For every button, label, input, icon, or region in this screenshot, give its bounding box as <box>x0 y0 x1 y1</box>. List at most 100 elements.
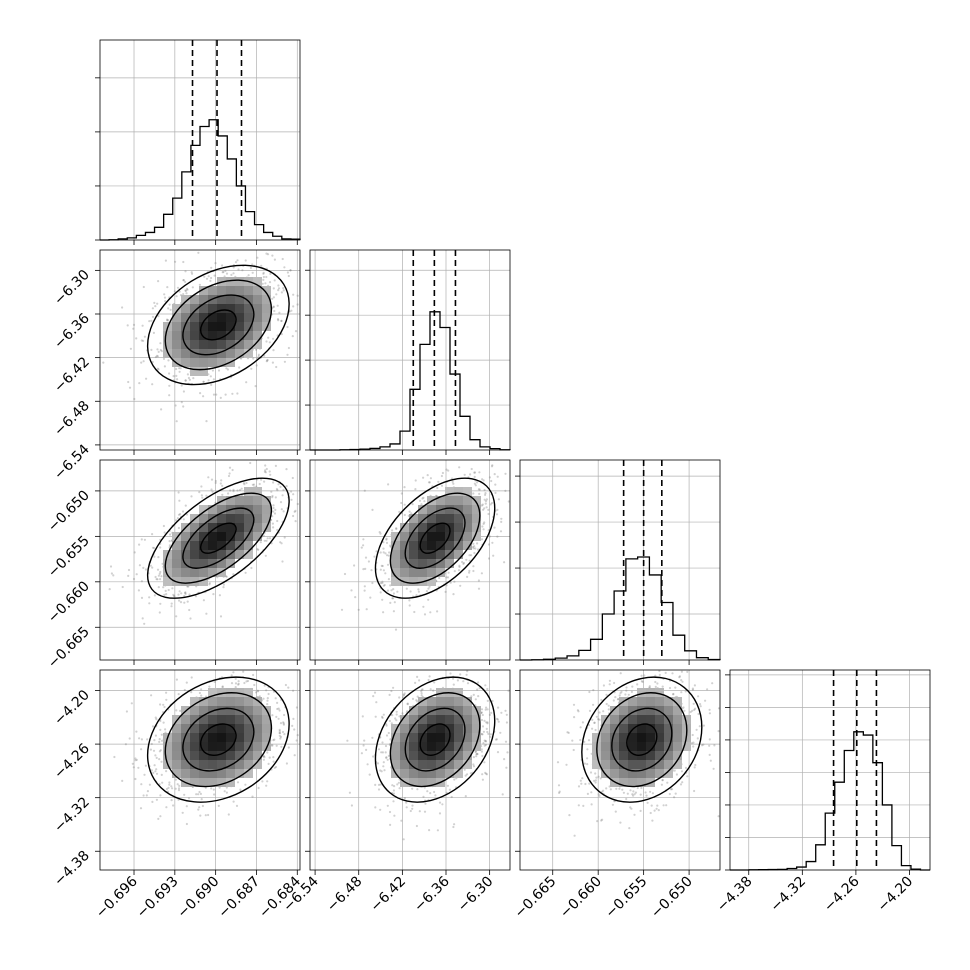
sample-point <box>625 686 628 689</box>
sample-point <box>594 781 597 784</box>
sample-point <box>200 485 203 488</box>
sample-point <box>656 804 659 807</box>
sample-point <box>651 792 655 795</box>
sample-point <box>485 773 488 776</box>
sample-point <box>168 540 171 543</box>
sample-point <box>150 694 153 697</box>
sample-point <box>481 754 484 758</box>
sample-point <box>176 517 179 520</box>
sample-point <box>155 798 158 801</box>
sample-point <box>484 708 487 711</box>
sample-point <box>429 477 432 480</box>
sample-point <box>379 568 382 571</box>
sample-point <box>183 793 186 796</box>
density-cell <box>208 688 217 697</box>
sample-point <box>167 359 170 362</box>
sample-point <box>154 575 157 579</box>
density-cell <box>199 286 208 295</box>
sample-point <box>598 794 601 798</box>
sample-point <box>221 493 224 496</box>
density-cell <box>601 760 610 769</box>
sample-point <box>168 303 171 306</box>
sample-point <box>290 309 293 312</box>
sample-point <box>150 319 153 322</box>
sample-point <box>622 791 626 794</box>
sample-point <box>346 739 349 742</box>
sample-point <box>390 689 393 693</box>
sample-point <box>140 361 143 364</box>
sample-point <box>496 535 499 538</box>
sample-point <box>204 786 207 789</box>
sample-point <box>184 504 187 507</box>
sample-point <box>490 479 493 483</box>
sample-point <box>163 293 166 296</box>
density-cell <box>226 295 235 304</box>
x-tick-label: −4.26 <box>821 873 863 915</box>
sample-point <box>182 279 185 282</box>
sample-point <box>452 825 455 829</box>
density-cell <box>253 733 262 742</box>
density-cell <box>400 751 409 760</box>
sample-point <box>208 582 211 585</box>
sample-point <box>244 259 247 262</box>
sample-point <box>350 804 353 807</box>
density-cell <box>628 751 637 760</box>
sample-point <box>422 795 425 798</box>
sample-point <box>597 793 600 796</box>
density-cell <box>592 751 601 760</box>
density-cell <box>436 688 445 697</box>
sample-point <box>424 802 427 805</box>
sample-point <box>272 305 275 308</box>
sample-point <box>436 610 439 613</box>
sample-point <box>476 548 480 551</box>
density-cell <box>226 304 235 313</box>
sample-point <box>200 494 203 497</box>
sample-point <box>485 727 488 731</box>
sample-point <box>454 786 458 789</box>
sample-point <box>212 593 215 596</box>
sample-point <box>277 707 280 710</box>
density-cell <box>628 724 637 733</box>
density-cell <box>391 559 400 568</box>
sample-point <box>486 687 489 691</box>
density-cell <box>409 568 418 577</box>
sample-point <box>482 742 485 745</box>
density-cell <box>190 559 199 568</box>
sample-point <box>433 681 436 684</box>
sample-point <box>376 762 380 765</box>
sample-point <box>264 471 267 474</box>
sample-point <box>292 514 295 518</box>
sample-point <box>422 496 425 499</box>
density-cell <box>400 550 409 559</box>
sample-point <box>237 680 240 683</box>
sample-point <box>159 546 162 549</box>
sample-point <box>138 737 141 740</box>
sample-point <box>207 275 210 278</box>
sample-point <box>207 813 210 817</box>
sample-point <box>178 499 181 502</box>
sample-point <box>249 266 252 269</box>
sample-point <box>266 537 269 540</box>
sample-point <box>167 319 170 322</box>
sample-point <box>398 787 401 790</box>
sample-point <box>246 679 250 683</box>
density-cell <box>436 514 445 523</box>
density-cell <box>244 760 253 769</box>
density-cell <box>217 358 226 367</box>
sample-point <box>390 722 393 725</box>
density-cell <box>445 715 454 724</box>
sample-point <box>286 325 289 329</box>
sample-point <box>180 592 183 595</box>
sample-point <box>679 783 683 786</box>
sample-point <box>167 588 170 592</box>
sample-point <box>480 504 483 507</box>
sample-point <box>138 382 141 385</box>
sample-point <box>408 604 411 607</box>
density-cell <box>262 514 271 523</box>
density-cell <box>217 295 226 304</box>
density-cell <box>244 304 253 313</box>
sample-point <box>205 277 209 280</box>
sample-point <box>380 770 383 773</box>
sample-point <box>640 674 643 677</box>
sample-point <box>462 680 465 683</box>
